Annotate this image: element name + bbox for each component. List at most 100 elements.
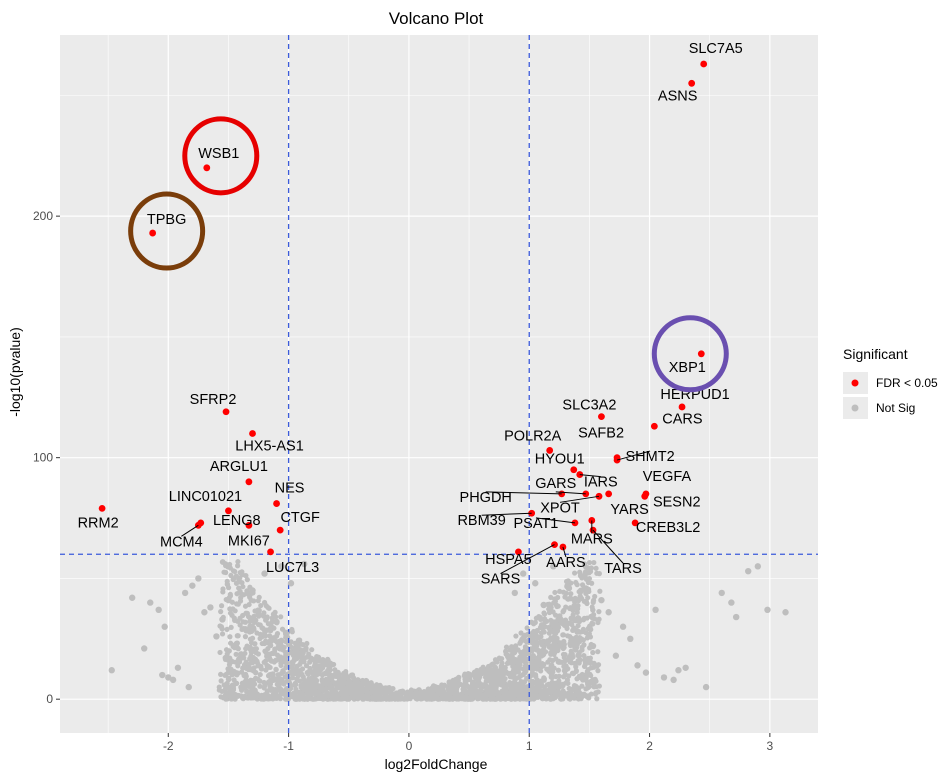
background-gene-point [274, 652, 281, 658]
label-connector-gars [555, 491, 586, 495]
not-sig-point [532, 580, 539, 587]
background-gene-point [570, 641, 576, 648]
sig-point-sfrp2 [222, 408, 230, 416]
background-gene-point [534, 666, 540, 672]
background-gene-point [573, 579, 579, 586]
not-sig-point [207, 604, 214, 611]
legend: Significant FDR < 0.05 Not Sig [843, 346, 938, 419]
background-gene-point [292, 680, 298, 687]
highlight-circle-tpbg [128, 191, 206, 271]
background-gene-point [573, 668, 579, 674]
background-gene-point [307, 667, 313, 673]
background-gene-point [218, 609, 224, 615]
background-gene-point [565, 633, 571, 639]
background-gene-point [511, 692, 517, 698]
background-gene-point [265, 604, 271, 611]
background-gene-point [444, 691, 450, 697]
background-gene-point [513, 643, 519, 649]
sig-point-mki67 [245, 521, 253, 529]
background-gene-point [579, 683, 585, 689]
background-gene-point [343, 668, 349, 675]
background-gene-point [552, 598, 558, 604]
background-gene-point [218, 694, 224, 700]
background-gene-point [579, 647, 585, 653]
not-sig-point [598, 596, 605, 604]
background-gene-point [473, 692, 479, 698]
background-gene-point [588, 626, 594, 633]
background-gene-point [220, 589, 226, 595]
not-sig-point [682, 664, 689, 671]
background-gene-point [242, 685, 248, 691]
background-gene-point [439, 688, 445, 694]
background-gene-point [441, 682, 448, 688]
gene-labels: SLC7A5 ASNS WSB1 TPBG XBP1 HERPUD1 SFRP2 SLC3A2… [78, 41, 743, 588]
not-sig-point [581, 572, 588, 580]
background-gene-point [527, 687, 534, 693]
background-gene-point [570, 612, 576, 618]
background-gene-point [571, 625, 577, 631]
background-gene-point [545, 690, 551, 696]
gene-label-cars: CARS [662, 411, 702, 427]
background-gene-point [540, 623, 546, 629]
background-gene-point [328, 694, 335, 700]
label-connector-rbm39 [481, 512, 532, 516]
background-gene-point [365, 694, 372, 700]
not-sig-point [261, 570, 268, 577]
background-gene-point [303, 663, 310, 669]
background-gene-point [314, 671, 320, 677]
background-gene-point [536, 648, 542, 654]
background-gene-point [569, 651, 575, 657]
background-gene-point [226, 648, 232, 654]
background-gene-point [263, 615, 269, 621]
background-gene-point [252, 641, 258, 647]
background-gene-point [267, 664, 273, 671]
background-gene-point [489, 695, 495, 701]
not-sig-point [764, 606, 771, 614]
background-gene-point [404, 696, 410, 702]
gene-label-iars: IARS [584, 475, 618, 491]
background-gene-point [298, 692, 304, 699]
y-tick-label: 0 [46, 692, 53, 706]
background-gene-point [235, 559, 241, 565]
background-gene-point [262, 633, 268, 639]
background-gene-point [538, 634, 544, 640]
sig-point-arglu1 [245, 478, 253, 486]
background-gene-point [560, 632, 566, 638]
sig-point-xbp1 [697, 350, 705, 358]
background-gene-point [259, 625, 265, 631]
gene-label-yars: YARS [610, 502, 648, 518]
gene-label-hyou1: HYOU1 [535, 452, 585, 468]
background-gene-point [263, 696, 269, 702]
background-gene-point [246, 691, 252, 697]
background-gene-point [477, 674, 483, 680]
background-gene-point [244, 695, 250, 701]
background-gene-point [322, 694, 328, 700]
sig-point-herpud1 [678, 403, 686, 411]
background-gene-point [580, 673, 586, 680]
background-gene-point [498, 670, 504, 676]
background-gene-point [592, 593, 598, 600]
background-gene-point [272, 609, 278, 615]
background-gene-point [568, 591, 574, 597]
background-gene-point [232, 568, 238, 575]
not-sig-point [195, 575, 202, 582]
background-gene-point [547, 626, 553, 632]
gene-label-hspa5: HSPA5 [485, 552, 531, 568]
background-gene-point [484, 687, 490, 693]
not-sig-point [108, 667, 115, 674]
background-gene-point [290, 661, 296, 667]
background-gene-point [285, 674, 291, 680]
background-gene-point [228, 624, 234, 630]
background-gene-point [235, 618, 241, 624]
background-gene-point [241, 664, 247, 670]
not-sig-point [128, 594, 136, 601]
background-gene-point [524, 638, 530, 644]
background-gene-point [576, 659, 582, 665]
background-gene-point [242, 634, 249, 640]
gene-label-xbp1: XBP1 [669, 360, 706, 376]
background-gene-point [567, 693, 573, 699]
background-gene-point [225, 676, 231, 682]
background-gene-point [503, 644, 510, 650]
background-gene-point [365, 680, 371, 686]
background-gene-point [563, 619, 570, 625]
